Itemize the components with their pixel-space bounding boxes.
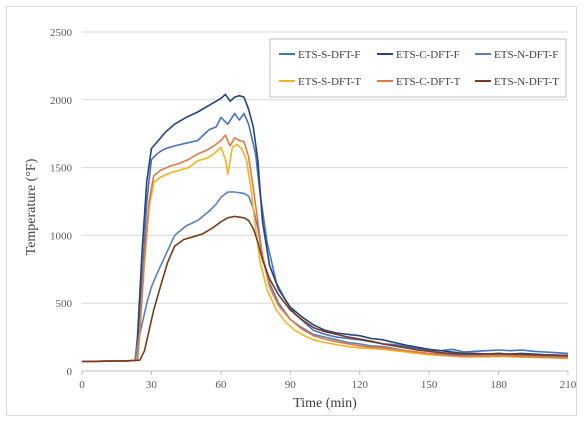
x-tick-label-6: 180 xyxy=(490,379,507,391)
axes xyxy=(81,370,569,375)
legend-label-ETS-C-DFT-F: ETS-C-DFT-F xyxy=(396,49,460,61)
y-tick-label-2: 1000 xyxy=(50,230,73,242)
legend-label-ETS-N-DFT-F: ETS-N-DFT-F xyxy=(494,49,558,61)
series-line-ETS-C-DFT-T xyxy=(81,134,569,363)
y-tick-label-1: 500 xyxy=(56,298,73,310)
x-tick-label-4: 120 xyxy=(351,379,368,391)
series-lines xyxy=(81,93,569,363)
y-axis-label: Temperature (°F) xyxy=(24,158,39,255)
x-tick-label-1: 30 xyxy=(146,379,158,391)
legend-label-ETS-S-DFT-F: ETS-S-DFT-F xyxy=(298,49,361,61)
x-tick-labels: 0 30 60 90 120 150 180 210 xyxy=(79,379,577,391)
line-chart: 0 30 60 90 120 150 180 210 0 500 1000 1500 2000 2500… xyxy=(24,27,577,411)
y-tick-label-0: 0 xyxy=(67,366,73,378)
series-line-ETS-N-DFT-T xyxy=(81,215,569,363)
x-tick-label-0: 0 xyxy=(79,379,85,391)
chart-frame: 0 30 60 90 120 150 180 210 0 500 1000 1500 2000 2500… xyxy=(6,6,577,416)
x-tick-label-2: 60 xyxy=(215,379,227,391)
series-line-ETS-S-DFT-F xyxy=(81,112,569,363)
legend: ETS-S-DFT-F ETS-C-DFT-F ETS-N-DFT-F ETS-S-D… xyxy=(269,38,567,98)
legend-label-ETS-S-DFT-T: ETS-S-DFT-T xyxy=(298,76,361,88)
gridlines xyxy=(82,31,568,304)
legend-label-ETS-N-DFT-T: ETS-N-DFT-T xyxy=(494,76,559,88)
y-tick-label-3: 1500 xyxy=(50,163,73,175)
y-tick-label-4: 2000 xyxy=(50,95,73,107)
x-tick-label-7: 210 xyxy=(560,379,577,391)
x-axis-label: Time (min) xyxy=(293,396,357,411)
legend-label-ETS-C-DFT-T: ETS-C-DFT-T xyxy=(396,76,461,88)
x-tick-label-3: 90 xyxy=(285,379,297,391)
x-tick-label-5: 150 xyxy=(421,379,438,391)
legend-box xyxy=(269,38,567,98)
series-line-ETS-S-DFT-T xyxy=(81,143,569,363)
series-line-ETS-N-DFT-F xyxy=(81,191,569,363)
y-tick-label-5: 2500 xyxy=(50,27,73,39)
series-line-ETS-C-DFT-F xyxy=(81,93,569,363)
y-tick-labels: 0 500 1000 1500 2000 2500 xyxy=(50,27,73,378)
